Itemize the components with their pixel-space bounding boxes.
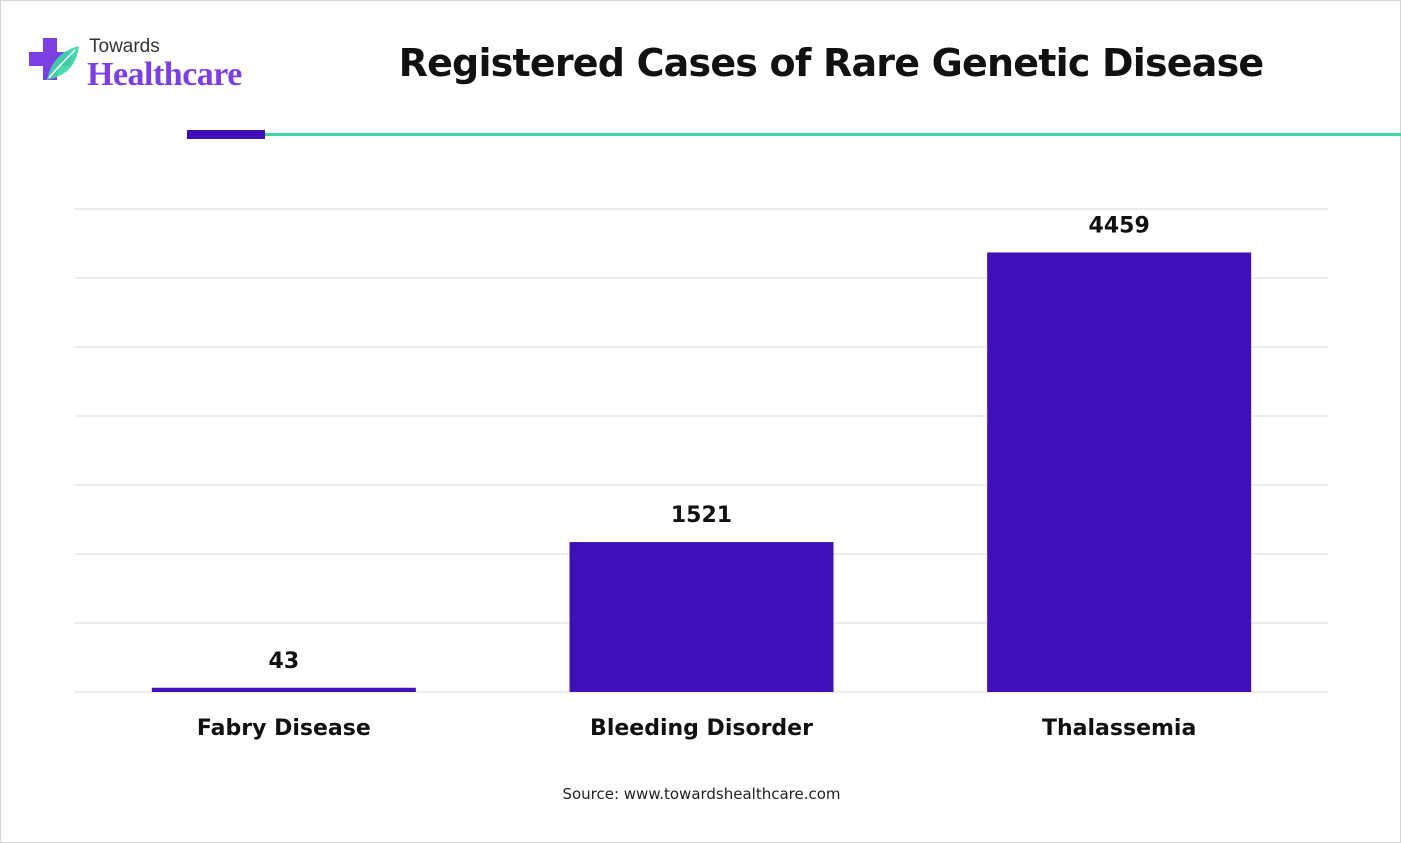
source-note: Source: www.towardshealthcare.com — [562, 785, 841, 803]
data-label: 43 — [269, 649, 300, 674]
bar — [151, 687, 416, 692]
brand-main-text: Healthcare — [87, 56, 242, 93]
brand-top-text: Towards — [89, 36, 160, 57]
x-tick-label: Thalassemia — [1042, 716, 1196, 741]
data-label: 1521 — [671, 503, 732, 528]
title-accent-bar — [187, 130, 265, 139]
title-underline — [265, 133, 1401, 136]
medical-cross-leaf-icon — [29, 38, 79, 80]
x-tick-label: Bleeding Disorder — [590, 716, 813, 741]
x-tick-label: Fabry Disease — [197, 716, 371, 741]
bar — [569, 542, 834, 692]
data-label: 4459 — [1089, 213, 1150, 238]
chart-title: Registered Cases of Rare Genetic Disease — [398, 41, 1265, 85]
bar — [987, 252, 1252, 692]
brand-logo: Towards Healthcare — [29, 34, 269, 104]
